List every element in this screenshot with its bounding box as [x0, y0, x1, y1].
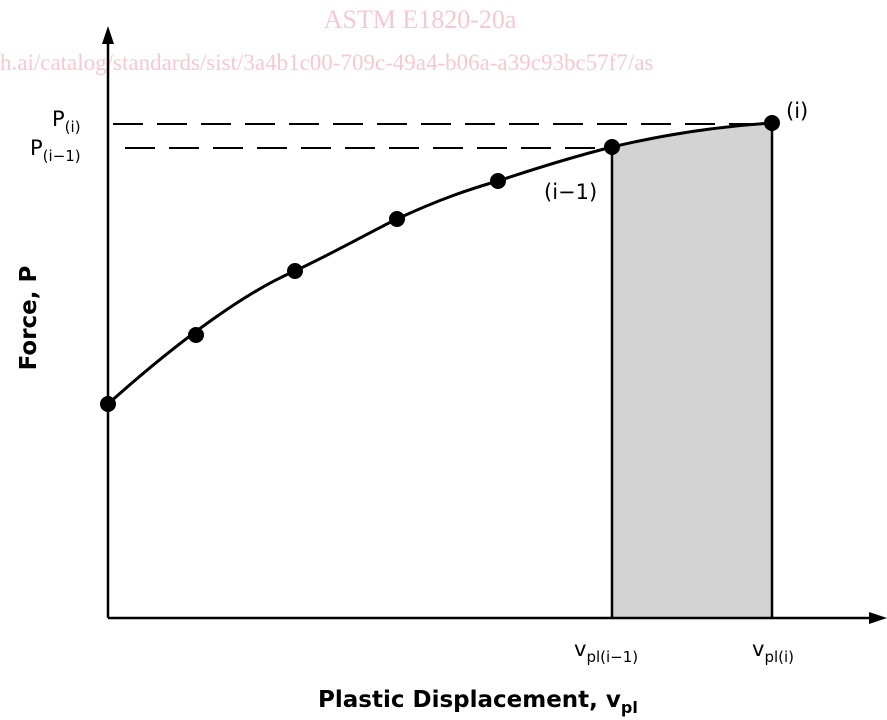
- force-displacement-curve: [106, 121, 773, 406]
- watermark-url: h.ai/catalog/standards/sist/3a4b1c00-709…: [0, 50, 653, 75]
- curve-point: [490, 173, 506, 189]
- y-axis-arrowhead: [102, 26, 114, 44]
- x-axis-arrowhead: [869, 612, 887, 624]
- curve-point-i: [764, 115, 780, 131]
- curve-point: [100, 396, 116, 412]
- label-v-pl-im1: vpl(i−1): [574, 637, 638, 666]
- label-p-i: P(i): [52, 107, 81, 136]
- x-axis-title: Plastic Displacement, vpl: [318, 687, 638, 717]
- curve-point: [188, 327, 204, 343]
- shaded-area-increment: [612, 123, 772, 618]
- label-p-im1: P(i−1): [30, 136, 81, 165]
- curve-point-im1: [604, 139, 620, 155]
- y-axis-title: Force, P: [16, 266, 42, 371]
- curve-point: [287, 263, 303, 279]
- watermark-title: ASTM E1820-20a: [324, 5, 517, 34]
- point-label-im1: (i−1): [544, 180, 597, 204]
- point-label-i: (i): [786, 99, 808, 123]
- curve-point: [389, 211, 405, 227]
- label-v-pl-i: vpl(i): [752, 637, 794, 666]
